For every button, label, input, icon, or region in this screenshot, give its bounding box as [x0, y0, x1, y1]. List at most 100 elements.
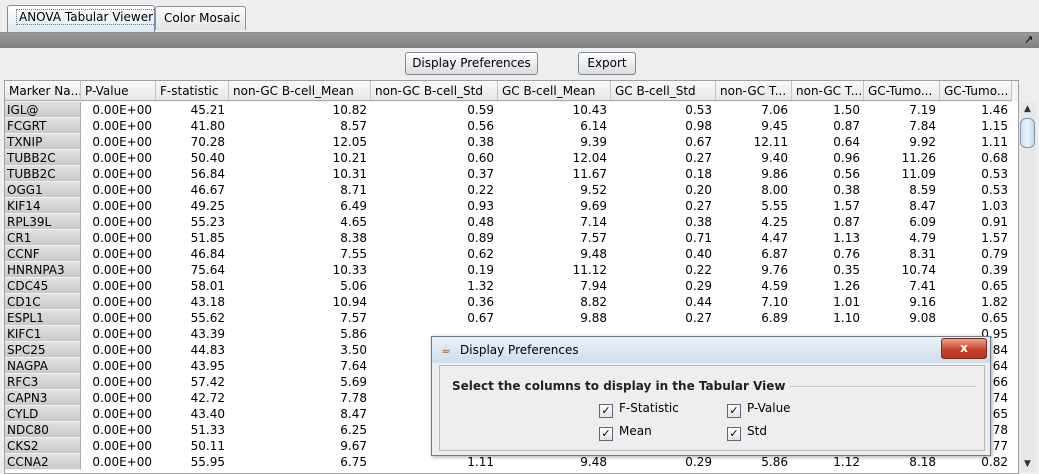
table-cell[interactable]: 0.00E+00	[92, 167, 152, 181]
table-cell[interactable]: 9.76	[761, 263, 788, 277]
table-cell[interactable]: 1.15	[981, 119, 1008, 133]
table-cell[interactable]: 1.57	[981, 231, 1008, 245]
table-cell[interactable]: 3.50	[340, 343, 367, 357]
table-cell[interactable]: 7.55	[340, 247, 367, 261]
table-cell[interactable]: 0.27	[685, 151, 712, 165]
table-row[interactable]: CCNA2 0.00E+00 55.95 6.75 1.11 9.48 0.29 5.86 1.…	[5, 454, 1018, 470]
table-cell[interactable]: 9.40	[761, 151, 788, 165]
undock-arrow-icon[interactable]: ↗	[1024, 33, 1034, 46]
table-cell[interactable]: 7.57	[580, 231, 607, 245]
table-cell[interactable]: 0.56	[833, 167, 860, 181]
table-cell[interactable]: 0.38	[833, 183, 860, 197]
table-cell[interactable]: 0.67	[685, 135, 712, 149]
table-cell[interactable]: 0.35	[833, 263, 860, 277]
table-cell[interactable]: 6.14	[580, 119, 607, 133]
table-cell[interactable]: 1.50	[833, 103, 860, 117]
table-cell[interactable]: 77	[992, 439, 1008, 453]
table-cell[interactable]: 9.48	[580, 455, 607, 469]
table-cell[interactable]: 0.00E+00	[92, 439, 152, 453]
table-cell[interactable]: 70.28	[190, 135, 225, 149]
table-cell[interactable]: 1.03	[981, 199, 1008, 213]
table-cell[interactable]: 75.64	[190, 263, 225, 277]
table-cell[interactable]: 1.26	[833, 279, 860, 293]
table-cell[interactable]: 10.33	[332, 263, 367, 277]
table-cell[interactable]: 9.39	[580, 135, 607, 149]
table-cell[interactable]: 42.72	[190, 391, 225, 405]
table-cell[interactable]: 0.27	[685, 199, 712, 213]
table-cell[interactable]: 5.69	[340, 375, 367, 389]
table-cell[interactable]: 74	[992, 391, 1008, 405]
marker-name-cell[interactable]: CKS2	[5, 438, 81, 454]
scroll-thumb[interactable]	[1020, 118, 1035, 148]
table-row[interactable]: RFC3 0.00E+00 57.42 5.69 66	[5, 374, 1018, 390]
table-cell[interactable]: 65	[992, 407, 1008, 421]
table-cell[interactable]: 49.25	[190, 199, 225, 213]
table-cell[interactable]: 0.00E+00	[92, 327, 152, 341]
table-cell[interactable]: 10.31	[332, 167, 367, 181]
table-cell[interactable]: 7.57	[340, 311, 367, 325]
table-cell[interactable]: 7.78	[340, 391, 367, 405]
table-cell[interactable]: 9.86	[761, 167, 788, 181]
table-cell[interactable]: 7.84	[909, 119, 936, 133]
table-cell[interactable]: 11.09	[901, 167, 936, 181]
table-cell[interactable]: 0.93	[467, 199, 494, 213]
table-cell[interactable]: 57.42	[190, 375, 225, 389]
table-cell[interactable]: 9.67	[340, 439, 367, 453]
table-cell[interactable]: 1.01	[833, 295, 860, 309]
table-row[interactable]: RPL39L 0.00E+00 55.23 4.65 0.48 7.14 0.38 4.25 0…	[5, 214, 1018, 230]
table-cell[interactable]: 11.26	[901, 151, 936, 165]
table-row[interactable]: KIFC1 0.00E+00 43.39 5.86 0.95	[5, 326, 1018, 342]
table-cell[interactable]: 0.00E+00	[92, 375, 152, 389]
table-cell[interactable]: 41.80	[190, 119, 225, 133]
table-cell[interactable]: 7.06	[761, 103, 788, 117]
table-cell[interactable]: 0.20	[685, 183, 712, 197]
marker-name-cell[interactable]: CAPN3	[5, 390, 81, 406]
table-cell[interactable]: 0.00E+00	[92, 119, 152, 133]
table-cell[interactable]: 10.74	[901, 263, 936, 277]
table-cell[interactable]: 6.89	[761, 311, 788, 325]
marker-name-cell[interactable]: SPC25	[5, 342, 81, 358]
table-cell[interactable]: 4.65	[340, 215, 367, 229]
table-cell[interactable]: 5.06	[340, 279, 367, 293]
table-row[interactable]: NDC80 0.00E+00 51.33 6.25 78	[5, 422, 1018, 438]
column-header[interactable]: GC B-cell_Std	[611, 81, 716, 101]
table-cell[interactable]: 8.47	[340, 407, 367, 421]
table-cell[interactable]: 9.92	[909, 135, 936, 149]
table-cell[interactable]: 8.31	[909, 247, 936, 261]
table-row[interactable]: FCGRT 0.00E+00 41.80 8.57 0.56 6.14 0.98 9.45 0.…	[5, 118, 1018, 134]
table-cell[interactable]: 7.94	[580, 279, 607, 293]
table-cell[interactable]: 0.65	[981, 279, 1008, 293]
table-cell[interactable]: 43.18	[190, 295, 225, 309]
table-cell[interactable]: 7.10	[761, 295, 788, 309]
table-cell[interactable]: 7.41	[909, 279, 936, 293]
table-cell[interactable]: 10.94	[332, 295, 367, 309]
marker-name-cell[interactable]: IGL@	[5, 102, 81, 118]
marker-name-cell[interactable]: CD1C	[5, 294, 81, 310]
export-button[interactable]: Export	[578, 52, 636, 75]
table-cell[interactable]: 0.53	[981, 183, 1008, 197]
column-header[interactable]: F-statistic	[156, 81, 229, 101]
table-cell[interactable]: 0.37	[467, 167, 494, 181]
table-cell[interactable]: 0.87	[833, 215, 860, 229]
marker-name-cell[interactable]: CR1	[5, 230, 81, 246]
column-header[interactable]: non-GC B-cell_Std	[371, 81, 498, 101]
table-cell[interactable]: 1.46	[981, 103, 1008, 117]
marker-name-cell[interactable]: CDC45	[5, 278, 81, 294]
marker-name-cell[interactable]: FCGRT	[5, 118, 81, 134]
close-button[interactable]: x	[941, 338, 987, 359]
table-cell[interactable]: 0.00E+00	[92, 407, 152, 421]
table-cell[interactable]: 1.13	[833, 231, 860, 245]
table-row[interactable]: OGG1 0.00E+00 46.67 8.71 0.22 9.52 0.20 8.00 0.3…	[5, 182, 1018, 198]
table-cell[interactable]: 7.19	[909, 103, 936, 117]
table-cell[interactable]: 9.88	[580, 311, 607, 325]
table-cell[interactable]: 0.53	[981, 167, 1008, 181]
table-cell[interactable]: 0.27	[685, 311, 712, 325]
scroll-down-arrow-icon[interactable]: ▼	[1024, 459, 1031, 469]
table-cell[interactable]: 6.25	[340, 423, 367, 437]
table-cell[interactable]: 9.16	[909, 295, 936, 309]
column-header[interactable]: P-Value	[81, 81, 156, 101]
table-cell[interactable]: 0.89	[467, 231, 494, 245]
table-cell[interactable]: 0.71	[685, 231, 712, 245]
table-cell[interactable]: 8.71	[340, 183, 367, 197]
table-cell[interactable]: 0.19	[467, 263, 494, 277]
